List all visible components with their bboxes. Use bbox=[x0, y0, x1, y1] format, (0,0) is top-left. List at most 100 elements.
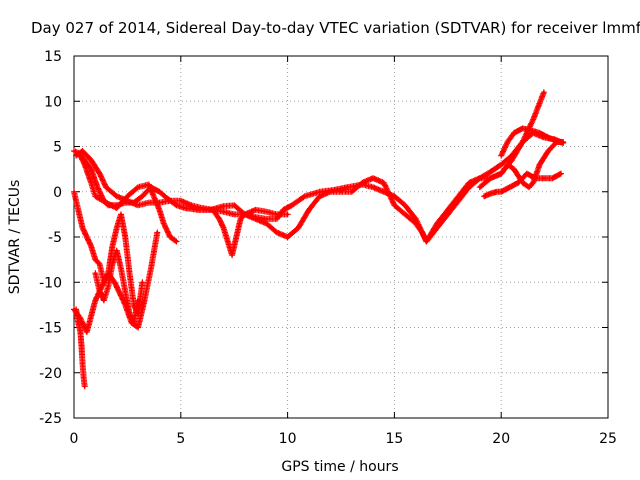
data-point bbox=[72, 190, 76, 194]
data-point bbox=[546, 149, 550, 153]
data-point bbox=[510, 158, 514, 162]
series-track-k bbox=[498, 125, 567, 159]
data-point bbox=[98, 172, 101, 175]
data-point bbox=[111, 262, 114, 266]
data-point bbox=[542, 176, 546, 180]
data-point bbox=[435, 222, 439, 225]
data-point bbox=[393, 194, 396, 198]
data-point bbox=[132, 303, 136, 307]
data-point bbox=[98, 262, 101, 266]
data-point bbox=[499, 172, 503, 175]
data-point bbox=[495, 190, 499, 194]
data-point bbox=[175, 240, 178, 243]
y-tick-label: -10 bbox=[39, 275, 62, 291]
data-point bbox=[89, 181, 93, 184]
data-point bbox=[81, 362, 84, 366]
data-point bbox=[200, 206, 204, 210]
data-point bbox=[489, 192, 492, 195]
data-point bbox=[482, 194, 486, 198]
data-point bbox=[119, 267, 123, 270]
data-point bbox=[85, 235, 89, 239]
data-point bbox=[531, 181, 535, 184]
data-point bbox=[538, 163, 541, 166]
data-point bbox=[136, 185, 140, 189]
data-point bbox=[83, 163, 86, 166]
data-point bbox=[286, 213, 289, 216]
data-point bbox=[132, 321, 136, 325]
data-point bbox=[506, 140, 509, 144]
data-point bbox=[147, 183, 151, 186]
axes bbox=[73, 55, 609, 419]
y-tick-label: 5 bbox=[53, 140, 62, 156]
data-point bbox=[371, 176, 375, 180]
data-point bbox=[94, 299, 97, 302]
data-point bbox=[222, 210, 225, 213]
data-point bbox=[546, 136, 550, 139]
data-point bbox=[403, 204, 407, 207]
data-point bbox=[264, 210, 268, 213]
data-point bbox=[393, 204, 396, 207]
data-points bbox=[71, 89, 567, 390]
data-point bbox=[136, 204, 140, 207]
data-point bbox=[119, 213, 123, 216]
data-point bbox=[104, 201, 108, 204]
data-point bbox=[350, 190, 353, 194]
data-point bbox=[106, 285, 110, 289]
y-axis-label: SDTVAR / TECUs bbox=[7, 180, 23, 295]
series-track-c bbox=[71, 229, 161, 335]
x-tick-label: 0 bbox=[70, 431, 79, 447]
data-point bbox=[89, 167, 93, 171]
data-point bbox=[175, 204, 178, 207]
data-point bbox=[531, 118, 535, 121]
data-point bbox=[115, 249, 119, 252]
data-point bbox=[264, 217, 268, 221]
data-point bbox=[100, 285, 104, 289]
data-point bbox=[561, 141, 565, 145]
data-point bbox=[136, 326, 140, 329]
data-point bbox=[489, 170, 492, 174]
y-tick-label: -15 bbox=[39, 321, 62, 337]
data-point bbox=[76, 321, 80, 325]
data-point bbox=[89, 158, 93, 162]
data-point bbox=[346, 185, 349, 189]
data-point bbox=[74, 308, 78, 311]
data-point bbox=[446, 208, 450, 212]
data-point bbox=[72, 149, 76, 153]
series-track-b bbox=[73, 129, 567, 245]
data-point bbox=[211, 208, 215, 212]
data-point bbox=[264, 222, 268, 225]
data-point bbox=[361, 181, 364, 184]
x-tick-label: 25 bbox=[599, 431, 617, 447]
data-point bbox=[371, 185, 375, 189]
data-point bbox=[156, 231, 159, 234]
data-point bbox=[123, 235, 127, 239]
data-point bbox=[96, 185, 99, 189]
data-point bbox=[525, 172, 529, 175]
data-point bbox=[527, 185, 531, 189]
data-point bbox=[123, 290, 127, 293]
data-point bbox=[158, 190, 161, 194]
data-point bbox=[111, 244, 114, 248]
data-point bbox=[168, 199, 172, 203]
data-point bbox=[296, 226, 300, 230]
data-point bbox=[94, 194, 97, 198]
y-tick-label: -25 bbox=[39, 411, 62, 427]
data-point bbox=[230, 253, 234, 257]
data-point bbox=[94, 258, 97, 261]
data-point bbox=[115, 194, 119, 198]
data-point bbox=[275, 231, 279, 234]
data-point bbox=[82, 375, 85, 379]
data-point bbox=[83, 385, 86, 388]
series-track-d bbox=[77, 152, 180, 245]
data-point bbox=[489, 176, 492, 180]
plot-frame bbox=[73, 55, 609, 419]
data-point bbox=[318, 190, 321, 194]
data-point bbox=[478, 176, 482, 180]
data-point bbox=[239, 217, 242, 221]
data-point bbox=[538, 131, 541, 135]
data-point bbox=[141, 194, 144, 198]
series-track-f bbox=[92, 247, 142, 326]
data-point bbox=[506, 163, 509, 166]
data-point bbox=[499, 190, 503, 194]
data-point bbox=[499, 154, 503, 157]
